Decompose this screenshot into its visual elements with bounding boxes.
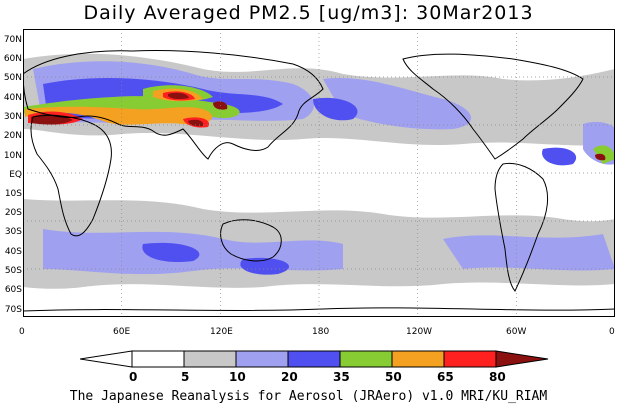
lat-label: 20S (4, 208, 22, 218)
colorbar-segment (287, 350, 341, 368)
colorbar-label: 20 (281, 370, 298, 384)
colorbar-label: 35 (333, 370, 350, 384)
colorbar-segment (131, 350, 185, 368)
lat-label: 40N (3, 93, 22, 103)
lat-label: 40S (4, 247, 22, 257)
lon-label: 0 (19, 327, 25, 337)
colorbar-label: 10 (229, 370, 246, 384)
south-america-outline (494, 162, 549, 292)
lat-label: 10S (4, 189, 22, 199)
map-title: Daily Averaged PM2.5 [ug/m3]: 30Mar2013 (83, 2, 534, 24)
graticule (23, 29, 615, 317)
lat-label: 30N (3, 112, 22, 122)
lat-label: 70S (4, 305, 22, 315)
lon-label: 60W (506, 327, 527, 337)
antarctica-outline (23, 307, 615, 312)
lat-label: 50S (4, 266, 22, 276)
lat-label: 20N (3, 131, 22, 141)
colorbar (80, 350, 549, 368)
eurasia-outline (23, 50, 324, 160)
credit-line: The Japanese Reanalysis for Aerosol (JRA… (69, 389, 548, 404)
lon-label: 0 (609, 327, 615, 337)
colorbar-label: 50 (385, 370, 402, 384)
lat-label: 70N (3, 35, 22, 45)
map-frame (23, 29, 615, 317)
colorbar-segment (183, 350, 237, 368)
lat-label: 50N (3, 73, 22, 83)
lon-label: 180 (312, 327, 330, 337)
colorbar-segment (339, 350, 393, 368)
colorbar-segment (443, 350, 497, 368)
coastlines (23, 50, 615, 312)
australia-outline (220, 219, 282, 262)
colorbar-segment-min (80, 350, 133, 368)
colorbar-label: 65 (437, 370, 454, 384)
colorbar-label: 5 (181, 370, 190, 384)
colorbar-segment (235, 350, 289, 368)
lat-label: 30S (4, 227, 22, 237)
lat-label: 60N (3, 54, 22, 64)
lon-label: 60E (113, 327, 131, 337)
colorbar-label: 80 (489, 370, 506, 384)
pm25-map (23, 29, 615, 317)
lat-label: EQ (9, 170, 22, 180)
africa-outline (30, 114, 112, 237)
lat-label: 60S (4, 285, 22, 295)
lon-label: 120E (210, 327, 233, 337)
lat-label: 10N (3, 151, 22, 161)
colorbar-label: 0 (129, 370, 138, 384)
north-america-outline (402, 53, 584, 160)
lon-label: 120W (406, 327, 433, 337)
colorbar-segment-max (495, 350, 549, 368)
colorbar-segment (391, 350, 445, 368)
